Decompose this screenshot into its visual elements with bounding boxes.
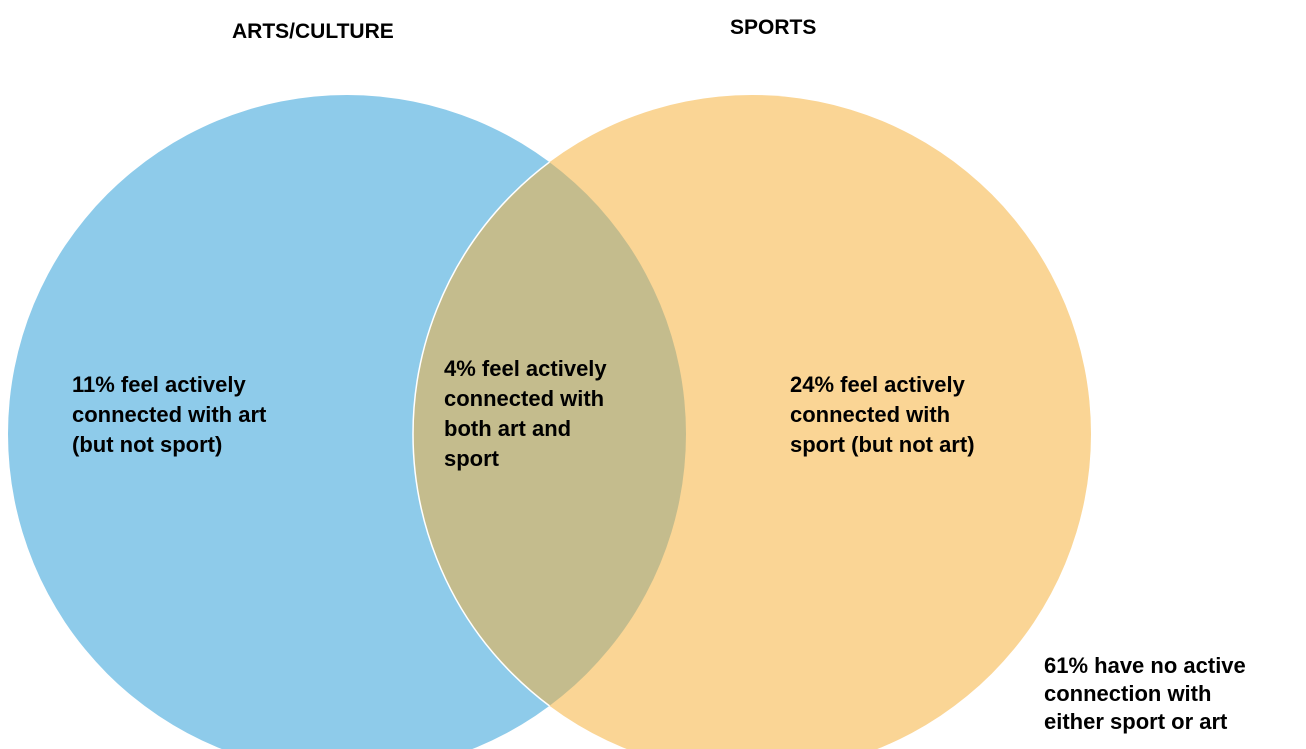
- arts-culture-title: ARTS/CULTURE: [232, 20, 394, 43]
- sport-only-label: 24% feel actively connected with sport (…: [790, 372, 975, 457]
- both-label: 4% feel actively connected with both art…: [444, 356, 607, 471]
- art-only-label: 11% feel actively connected with art (bu…: [72, 372, 267, 457]
- sports-title: SPORTS: [730, 16, 817, 39]
- overlap-region: [412, 95, 686, 749]
- neither-label: 61% have no active connection with eithe…: [1044, 653, 1246, 734]
